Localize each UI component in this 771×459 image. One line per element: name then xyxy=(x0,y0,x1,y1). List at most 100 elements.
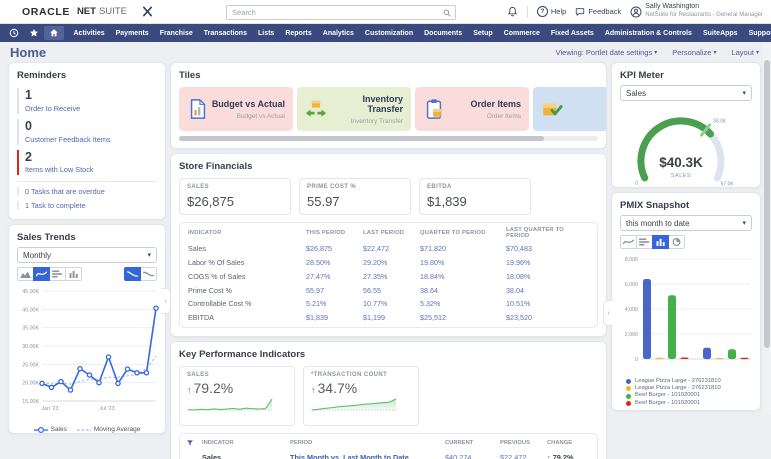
table-row[interactable]: Sales This Month vs. Last Month to Date $4… xyxy=(180,450,597,459)
feedback-button[interactable]: Feedback xyxy=(575,7,621,17)
sales-trends-chart[interactable]: 15.00K 20.00K 25.00K 30.00K 35.00K 40.00K 45.0… xyxy=(12,283,162,425)
table-header-row: INDICATOR THIS PERIOD LAST PERIOD QUARTER T… xyxy=(180,225,597,242)
personalize-menu[interactable]: Personalize ▾ xyxy=(672,47,717,57)
sales-trends-period-select[interactable]: Monthly ▾ xyxy=(17,247,157,264)
table-row[interactable]: Sales $26,875 $22,472 $71,820 $70,483 xyxy=(180,242,597,256)
chart-type-hbar-icon[interactable] xyxy=(49,267,66,282)
notifications-bell-icon[interactable] xyxy=(507,6,518,17)
filter-funnel-icon[interactable] xyxy=(186,439,202,447)
dashboard-x-icon[interactable] xyxy=(142,6,153,17)
tile-inventory-transfer[interactable]: Inventory Transfer Inventory Transfer xyxy=(297,87,411,131)
viewing-portlet-date-settings[interactable]: Viewing: Portlet date settings ▾ xyxy=(555,47,658,57)
table-row[interactable]: COGS % of Sales 27.47% 27.35% 18.84% 18.08% xyxy=(180,269,597,283)
nav-item-administration-controls[interactable]: Administration & Controls xyxy=(604,29,692,37)
user-name: Sally Washington xyxy=(645,3,700,11)
page-up-icon[interactable]: ▲ xyxy=(626,410,632,411)
chart-type-vbar-icon[interactable] xyxy=(652,235,669,249)
chart-type-vbar-icon[interactable] xyxy=(65,267,82,282)
collapse-left-column-handle[interactable]: › xyxy=(161,288,171,314)
reminder-link[interactable]: 1 Task to complete xyxy=(17,201,157,211)
shortcuts-star-icon[interactable] xyxy=(24,26,44,40)
nav-item-reports[interactable]: Reports xyxy=(285,29,312,37)
kpi-box-label: EBITDA xyxy=(427,184,452,190)
nav-item-payments[interactable]: Payments xyxy=(115,29,149,37)
chevron-down-icon: ▾ xyxy=(147,252,151,260)
user-avatar-icon xyxy=(630,6,642,17)
svg-text:0: 0 xyxy=(635,181,638,187)
table-row[interactable]: Controllable Cost % 5.21% 10.77% 5.32% 10.51… xyxy=(180,297,597,311)
tiles-scrollbar[interactable] xyxy=(179,136,598,141)
kpi-meter-gauge[interactable]: 38.0K 0 57.0K $40.3K SALES xyxy=(615,105,757,188)
nav-item-documents[interactable]: Documents xyxy=(424,29,463,37)
home-icon[interactable] xyxy=(44,26,64,40)
tile-shelf[interactable]: ShelfShelf to S xyxy=(533,87,606,131)
pmix-period-select[interactable]: this month to date ▾ xyxy=(620,215,752,231)
scrollbar-thumb[interactable] xyxy=(764,60,770,348)
legend-item[interactable]: League Pizza Large - 276231810 xyxy=(626,385,760,392)
chart-type-pie-icon[interactable] xyxy=(668,235,685,249)
netsuite-logo[interactable]: ORACLE NET SUITE xyxy=(22,6,153,18)
scrollbar-thumb[interactable] xyxy=(179,136,544,141)
up-arrow-icon: ↑ xyxy=(311,385,316,396)
nav-item-commerce[interactable]: Commerce xyxy=(503,29,540,37)
page-scrollbar[interactable] xyxy=(763,42,771,415)
search-icon[interactable] xyxy=(443,9,451,17)
collapse-right-column-handle[interactable]: ‹ xyxy=(603,300,613,326)
reminder-link[interactable]: 0 Tasks that are overdue xyxy=(17,187,157,197)
chart-type-hbar-icon[interactable] xyxy=(636,235,653,249)
nav-item-analytics[interactable]: Analytics xyxy=(322,29,354,37)
nav-item-activities[interactable]: Activities xyxy=(73,29,105,37)
chevron-down-icon: ▾ xyxy=(713,49,717,56)
reminder-item[interactable]: 1 Order to Receive xyxy=(17,88,157,114)
doc-chart-icon xyxy=(187,98,209,120)
table-row[interactable]: Prime Cost % 55.97 56.55 38.64 38.04 xyxy=(180,283,597,297)
kpi-box[interactable]: SALES $26,875 xyxy=(179,178,291,215)
cell-period-link[interactable]: This Month vs. Last Month to Date xyxy=(290,453,409,459)
pmix-bar-chart[interactable]: 0 2,000 4,000 6,000 8,000 xyxy=(615,251,757,377)
nav-item-transactions[interactable]: Transactions xyxy=(203,29,247,37)
kpi-box[interactable]: PRIME COST % 55.97 xyxy=(299,178,411,215)
nav-item-customization[interactable]: Customization xyxy=(364,29,414,37)
legend-label: Moving Average xyxy=(93,426,141,434)
kpi-card[interactable]: *TRANSACTION COUNT ↑ 34.7% xyxy=(303,366,419,427)
kpi-meter-metric-select[interactable]: Sales ▾ xyxy=(620,85,752,101)
kpi-card[interactable]: SALES ↑ 79.2% xyxy=(179,366,295,427)
legend-item[interactable]: League Pizza Large - 276231810 xyxy=(626,378,760,385)
legend-dot xyxy=(626,386,631,392)
recents-clock-icon[interactable] xyxy=(4,26,24,40)
chart-type-wave-icon[interactable] xyxy=(124,267,141,282)
kpi-card-value: 34.7% xyxy=(317,380,358,397)
legend-item[interactable]: Beef Burger - 101020001 xyxy=(626,400,760,407)
legend-item[interactable]: Beef Burger - 101020001 xyxy=(626,392,760,399)
nav-item-franchise[interactable]: Franchise xyxy=(159,29,193,37)
nav-item-setup[interactable]: Setup xyxy=(473,29,493,37)
box-check-icon xyxy=(541,98,563,120)
table-row[interactable]: Labor % Of Sales 28.50% 29.20% 19.80% 19.96% xyxy=(180,256,597,270)
legend-item-sales[interactable]: Sales xyxy=(33,426,67,433)
kpi-box[interactable]: EBITDA $1,839 xyxy=(419,178,531,215)
chart-type-area-icon[interactable] xyxy=(17,267,34,282)
cell-current: $40,274 xyxy=(445,453,472,459)
user-menu[interactable]: Sally Washington NetSuite for Restaurant… xyxy=(630,3,763,19)
nav-item-suiteapps[interactable]: SuiteApps xyxy=(702,29,738,37)
legend-item-moving-average[interactable]: Moving Average xyxy=(76,426,141,434)
reminder-item[interactable]: 2 Items with Low Stock xyxy=(17,149,157,176)
nav-item-fixed-assets[interactable]: Fixed Assets xyxy=(550,29,594,37)
nav-item-lists[interactable]: Lists xyxy=(257,29,275,37)
chart-type-line-icon[interactable] xyxy=(620,235,637,249)
nav-item-support[interactable]: Support xyxy=(748,29,771,37)
tile-order-items[interactable]: Order Items Order Items xyxy=(415,87,529,131)
filter-funnel-icon[interactable] xyxy=(649,410,656,411)
table-row[interactable]: EBITDA $1,839 $1,199 $25,512 $23,520 xyxy=(180,311,597,325)
svg-text:30.00K: 30.00K xyxy=(22,344,39,350)
cell-value: 18.08% xyxy=(506,271,531,281)
reminders-portlet: Reminders 1 Order to Receive 0 Customer Fee… xyxy=(8,62,166,221)
chart-type-line-icon[interactable] xyxy=(33,267,50,282)
chart-type-wave2-icon[interactable] xyxy=(140,267,157,282)
reminder-item[interactable]: 0 Customer Feedback Items xyxy=(17,118,157,145)
tile-budget-vs-actual[interactable]: Budget vs Actual Budget vs Actual xyxy=(179,87,293,131)
search-input[interactable] xyxy=(227,8,443,17)
portlet-title: Store Financials xyxy=(179,161,253,172)
layout-menu[interactable]: Layout ▾ xyxy=(731,47,759,57)
help-button[interactable]: ? Help xyxy=(536,6,566,17)
